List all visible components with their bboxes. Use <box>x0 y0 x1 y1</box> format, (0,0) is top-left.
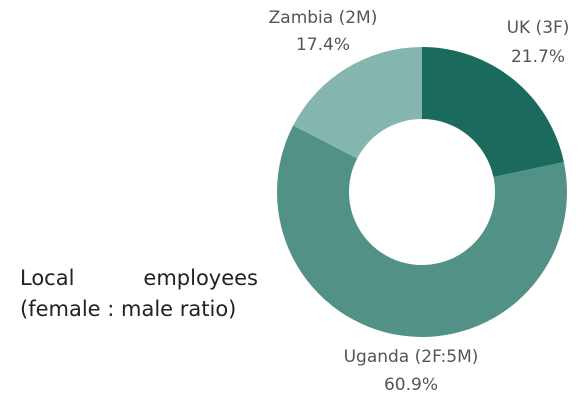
slice-label: Uganda (2F:5M) <box>344 347 479 367</box>
slice-label: Zambia (2M) <box>269 8 378 28</box>
slice-value-label: 21.7% <box>511 47 565 67</box>
donut-slice <box>293 47 422 159</box>
chart-title: Local employees <box>20 266 258 290</box>
donut-slice <box>422 47 564 177</box>
slice-value-label: 60.9% <box>384 375 438 395</box>
slice-value-label: 17.4% <box>296 35 350 55</box>
donut-slice <box>277 125 567 338</box>
slice-label: UK (3F) <box>507 18 570 38</box>
chart-title: (female : male ratio) <box>20 297 237 321</box>
